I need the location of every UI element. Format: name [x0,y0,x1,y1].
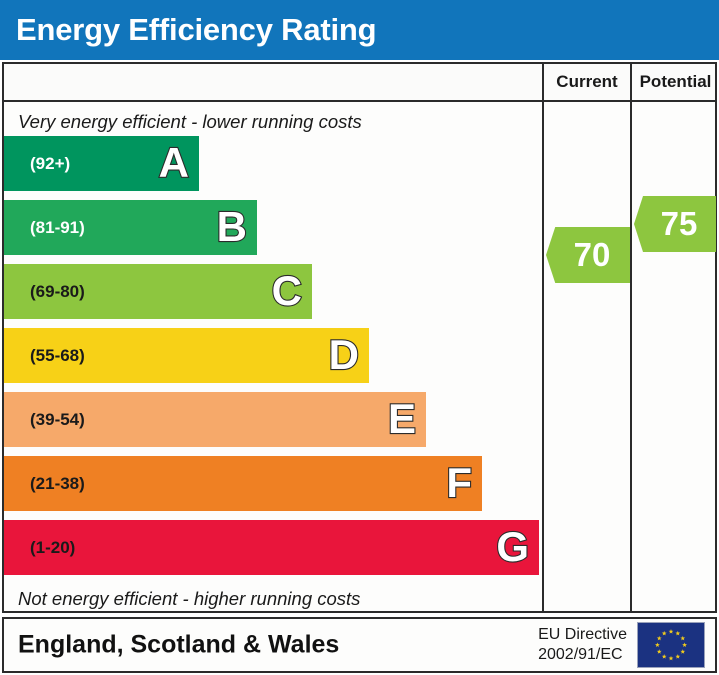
caption-very-efficient: Very energy efficient - lower running co… [18,111,362,132]
caption-not-efficient: Not energy efficient - higher running co… [18,588,361,609]
column-header-current: Current [556,72,618,91]
band-letter-c: C [271,266,304,314]
band-g: (1-20) G [4,520,539,575]
band-list: (92+) A (81-91) B (69-80) C (55-68) D (39-54) E (2… [4,136,540,582]
eu-flag-stars [655,629,687,661]
column-header-potential: Potential [639,72,712,91]
band-letter-a: A [158,138,191,186]
band-range-d: (55-68) [30,345,85,365]
band-letter-g: G [495,522,530,570]
eu-flag-icon [637,622,705,668]
band-range-a: (92+) [30,153,71,173]
band-letter-e: E [387,394,417,442]
band-letter-b: B [216,202,249,250]
band-a: (92+) A [4,136,199,191]
column-divider-potential [630,64,632,611]
band-range-c: (69-80) [30,281,85,301]
band-c: (69-80) C [4,264,312,319]
band-letter-d: D [328,330,361,378]
rating-arrow-potential: 75 [634,196,716,252]
band-range-f: (21-38) [30,473,85,493]
directive-line-1: EU Directive [538,626,627,643]
rating-table: Current Potential Very energy efficient … [2,62,717,613]
footer-bar: England, Scotland & Wales EU Directive 2… [2,617,717,673]
band-range-e: (39-54) [30,409,85,429]
band-range-g: (1-20) [30,537,76,557]
rating-arrow-current: 70 [546,227,630,283]
band-letter-f: F [445,458,473,506]
page-title: Energy Efficiency Rating [16,12,377,47]
directive-line-2: 2002/91/EC [538,646,623,663]
footer-region-label: England, Scotland & Wales [18,630,340,659]
band-range-b: (81-91) [30,217,85,237]
footer-directive: EU Directive 2002/91/EC [538,625,627,665]
title-bar: Energy Efficiency Rating [0,0,719,60]
band-d: (55-68) D [4,328,369,383]
band-e: (39-54) E [4,392,426,447]
band-f: (21-38) F [4,456,482,511]
column-divider-current [542,64,544,611]
table-header-row: Current Potential [4,64,715,102]
band-b: (81-91) B [4,200,257,255]
